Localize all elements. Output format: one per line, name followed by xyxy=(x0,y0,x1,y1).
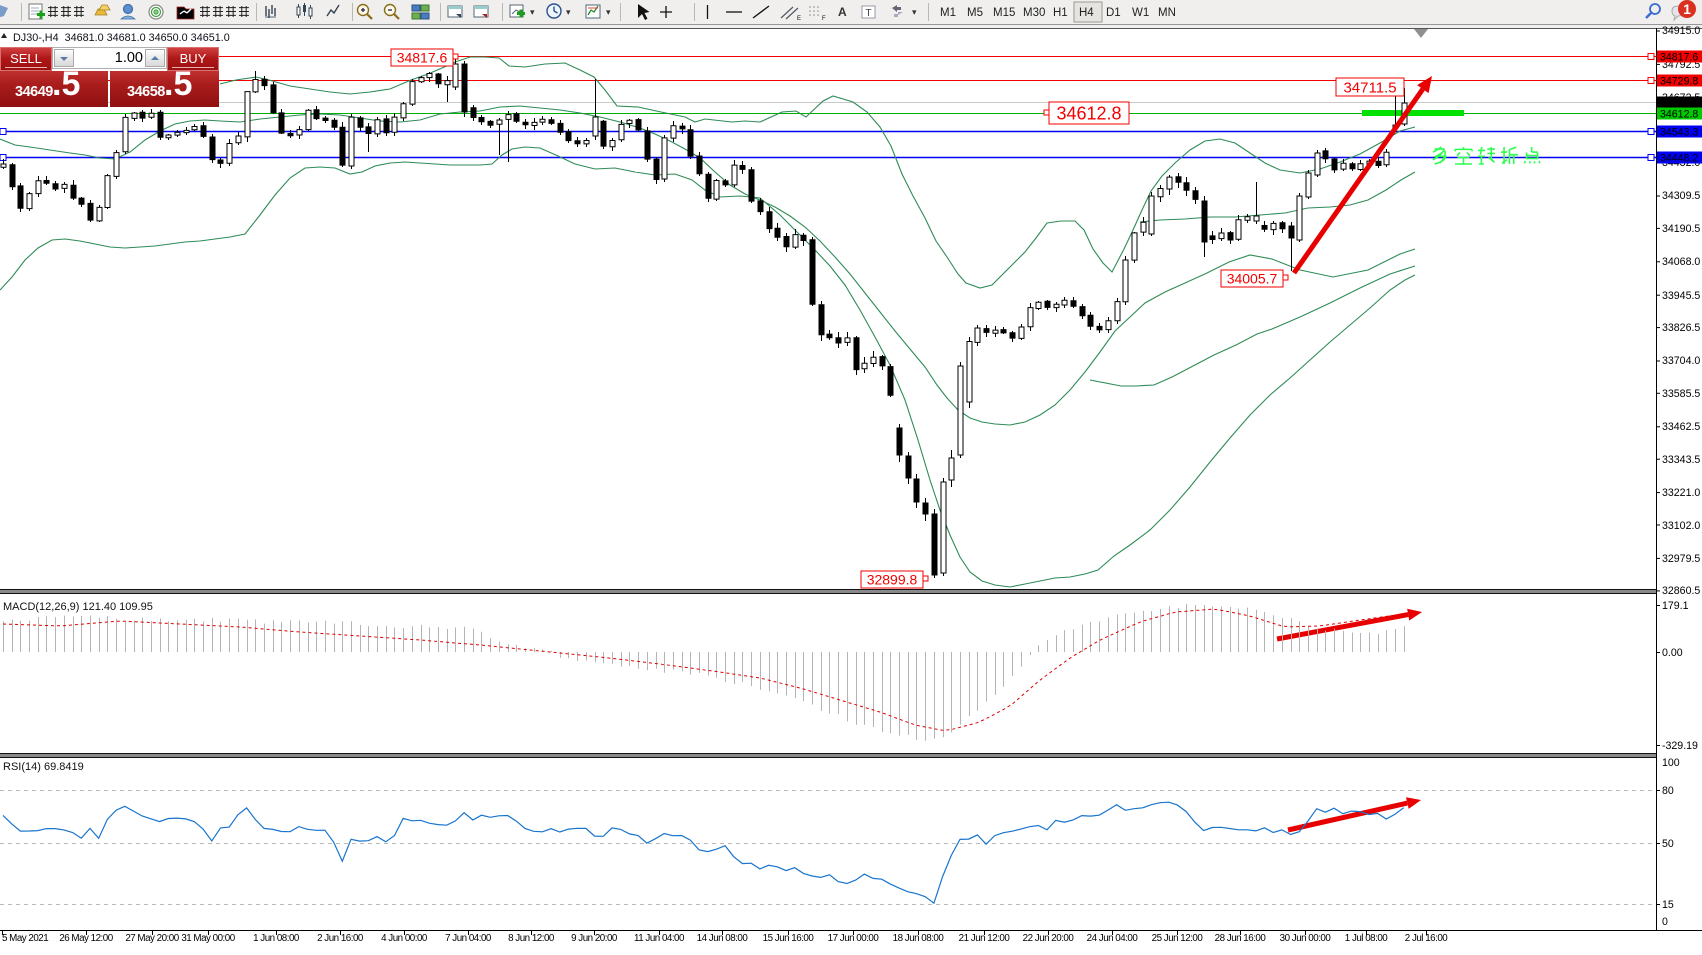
svg-text:D1: D1 xyxy=(1106,7,1121,19)
svg-text:DJ30-,H4 34681.0 34681.0 3465: DJ30-,H4 34681.0 34681.0 34650.0 34651.0 xyxy=(13,32,230,44)
svg-text:1 Jun 08:00: 1 Jun 08:00 xyxy=(253,933,300,944)
svg-text:A: A xyxy=(838,5,847,19)
svg-text:34817.6: 34817.6 xyxy=(397,50,448,66)
svg-text:7 Jun 04:00: 7 Jun 04:00 xyxy=(445,933,492,944)
svg-text:33585.5: 33585.5 xyxy=(1662,388,1700,400)
svg-text:▾: ▾ xyxy=(566,7,571,17)
svg-text:34651.0: 34651.0 xyxy=(1660,97,1698,109)
svg-text:-329.19: -329.19 xyxy=(1662,740,1698,752)
svg-text:15: 15 xyxy=(1662,899,1674,911)
svg-text:MN: MN xyxy=(1158,7,1176,19)
svg-text:▾: ▾ xyxy=(530,7,535,17)
svg-text:33704.0: 33704.0 xyxy=(1662,355,1700,367)
svg-text:32860.5: 32860.5 xyxy=(1662,585,1700,597)
svg-text:34612.8: 34612.8 xyxy=(1056,104,1121,124)
svg-text:33221.0: 33221.0 xyxy=(1662,487,1700,499)
svg-text:26 May 12:00: 26 May 12:00 xyxy=(59,933,113,944)
svg-text:11 Jun 04:00: 11 Jun 04:00 xyxy=(634,933,685,944)
svg-text:22 Jun 20:00: 22 Jun 20:00 xyxy=(1023,933,1075,944)
svg-text:RSI(14) 69.8419: RSI(14) 69.8419 xyxy=(3,761,84,773)
svg-text:2 Jun 16:00: 2 Jun 16:00 xyxy=(317,933,364,944)
svg-text:18 Jun 08:00: 18 Jun 08:00 xyxy=(893,933,945,944)
svg-text:24 Jun 04:00: 24 Jun 04:00 xyxy=(1087,933,1139,944)
svg-text:15 Jun 16:00: 15 Jun 16:00 xyxy=(763,933,815,944)
svg-text:33343.5: 33343.5 xyxy=(1662,454,1700,466)
svg-text:H4: H4 xyxy=(1079,7,1094,19)
svg-text:1: 1 xyxy=(1683,1,1691,17)
svg-text:5 May 2021: 5 May 2021 xyxy=(2,933,48,944)
svg-text:25 Jun 12:00: 25 Jun 12:00 xyxy=(1152,933,1204,944)
svg-text:34711.5: 34711.5 xyxy=(1343,79,1396,96)
svg-text:33102.0: 33102.0 xyxy=(1662,520,1700,532)
svg-text:50: 50 xyxy=(1662,838,1674,850)
svg-text:31 May 00:00: 31 May 00:00 xyxy=(181,933,235,944)
svg-text:T: T xyxy=(865,8,871,19)
svg-text:34068.0: 34068.0 xyxy=(1662,256,1700,268)
svg-text:M15: M15 xyxy=(993,7,1015,19)
svg-text:34543.3: 34543.3 xyxy=(1660,126,1698,138)
svg-text:34915.0: 34915.0 xyxy=(1662,25,1700,37)
svg-text:34005.7: 34005.7 xyxy=(1227,271,1278,287)
svg-text:17 Jun 00:00: 17 Jun 00:00 xyxy=(828,933,880,944)
svg-text:34448.2: 34448.2 xyxy=(1660,152,1698,164)
svg-text:80: 80 xyxy=(1662,785,1674,797)
svg-text:M30: M30 xyxy=(1023,7,1045,19)
svg-text:32899.8: 32899.8 xyxy=(867,572,918,588)
svg-text:9 Jun 20:00: 9 Jun 20:00 xyxy=(571,933,618,944)
svg-text:2 Jul 16:00: 2 Jul 16:00 xyxy=(1405,933,1448,944)
svg-text:M5: M5 xyxy=(967,7,983,19)
svg-text:H1: H1 xyxy=(1053,7,1068,19)
svg-text:14 Jun 08:00: 14 Jun 08:00 xyxy=(697,933,749,944)
svg-text:33945.5: 33945.5 xyxy=(1662,290,1700,302)
svg-text:MACD(12,26,9) 121.40 109.95: MACD(12,26,9) 121.40 109.95 xyxy=(3,601,153,613)
svg-text:8 Jun 12:00: 8 Jun 12:00 xyxy=(508,933,555,944)
svg-text:M1: M1 xyxy=(940,7,956,19)
svg-text:0: 0 xyxy=(1662,916,1668,928)
svg-text:▾: ▾ xyxy=(606,7,611,17)
svg-text:34612.8: 34612.8 xyxy=(1660,108,1698,120)
svg-text:34729.8: 34729.8 xyxy=(1660,75,1698,87)
svg-text:F: F xyxy=(822,16,826,22)
svg-text:21 Jun 12:00: 21 Jun 12:00 xyxy=(959,933,1011,944)
svg-text:E: E xyxy=(797,16,801,22)
svg-text:179.1: 179.1 xyxy=(1662,600,1689,612)
svg-text:33826.5: 33826.5 xyxy=(1662,322,1700,334)
svg-text:1 Jul 08:00: 1 Jul 08:00 xyxy=(1345,933,1388,944)
svg-text:W1: W1 xyxy=(1132,7,1149,19)
svg-text:▾: ▾ xyxy=(912,7,917,17)
svg-text:0.00: 0.00 xyxy=(1662,647,1683,659)
svg-text:4 Jun 00:00: 4 Jun 00:00 xyxy=(381,933,428,944)
svg-text:30 Jun 00:00: 30 Jun 00:00 xyxy=(1280,933,1332,944)
svg-text:33462.5: 33462.5 xyxy=(1662,421,1700,433)
svg-text:32979.5: 32979.5 xyxy=(1662,553,1700,565)
svg-text:34190.5: 34190.5 xyxy=(1662,223,1700,235)
svg-text:28 Jun 16:00: 28 Jun 16:00 xyxy=(1215,933,1267,944)
svg-text:34309.5: 34309.5 xyxy=(1662,190,1700,202)
svg-text:34817.6: 34817.6 xyxy=(1660,51,1698,63)
svg-text:100: 100 xyxy=(1662,757,1680,769)
svg-text:27 May 20:00: 27 May 20:00 xyxy=(125,933,179,944)
